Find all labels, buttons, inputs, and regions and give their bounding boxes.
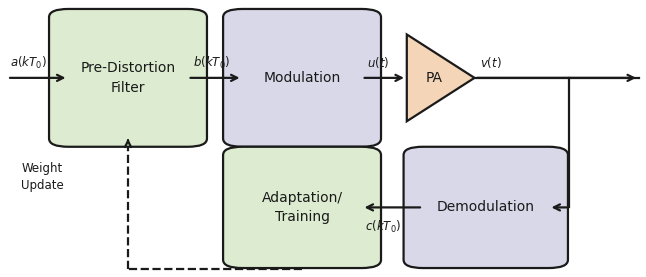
Text: Weight
Update: Weight Update [21, 162, 64, 192]
Text: $b(kT_0)$: $b(kT_0)$ [193, 55, 230, 71]
Text: Demodulation: Demodulation [437, 200, 535, 214]
Text: Adaptation/
Training: Adaptation/ Training [262, 191, 342, 224]
Text: $c(kT_0)$: $c(kT_0)$ [365, 219, 401, 235]
FancyBboxPatch shape [404, 147, 568, 268]
FancyBboxPatch shape [223, 9, 381, 147]
FancyBboxPatch shape [223, 147, 381, 268]
Text: $a(kT_0)$: $a(kT_0)$ [10, 55, 47, 71]
FancyBboxPatch shape [49, 9, 207, 147]
Text: Modulation: Modulation [264, 71, 340, 85]
Text: PA: PA [425, 71, 443, 85]
Text: $u(t)$: $u(t)$ [367, 55, 389, 70]
Polygon shape [407, 34, 474, 121]
Text: $v(t)$: $v(t)$ [479, 55, 501, 70]
Text: Pre-Distortion
Filter: Pre-Distortion Filter [81, 61, 176, 95]
